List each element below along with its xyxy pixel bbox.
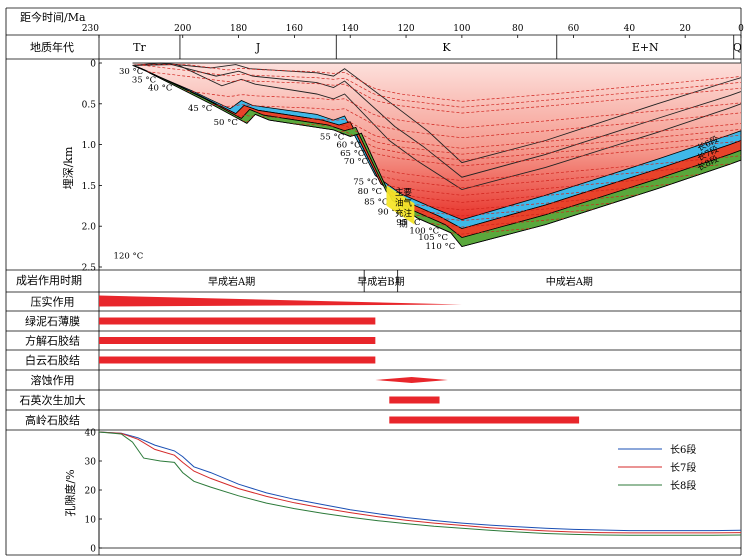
isotherm-label: 120 °C <box>114 252 144 262</box>
time-tick-label: 180 <box>230 24 247 34</box>
process-label: 方解石胶结 <box>25 334 80 348</box>
diagenesis-stages: 早成岩A期 早成岩B期 中成岩A期 <box>208 270 593 292</box>
period-label: K <box>442 41 451 54</box>
time-axis-label: 距今时间/Ma <box>20 10 86 24</box>
legend-label: 长8段 <box>670 479 696 492</box>
isotherm-line <box>132 84 741 129</box>
depth-tick-label: 2.5 <box>82 264 97 274</box>
porosity-axis-label: 孔隙度/% <box>63 469 77 516</box>
isotherm-line <box>132 64 741 108</box>
period-label: E+N <box>632 41 659 54</box>
charging-period-label: 充注 <box>395 208 413 219</box>
burial-depth-axis-label: 埋深/km <box>62 146 75 189</box>
process-bar <box>99 337 376 344</box>
depth-tick-label: 0 <box>90 60 96 70</box>
process-label: 绿泥石薄膜 <box>25 314 80 328</box>
isotherm-line <box>132 69 741 114</box>
isotherm-label: 50 °C <box>214 118 238 128</box>
isotherm-label: 45 °C <box>188 104 212 114</box>
isotherm-label: 85 °C <box>364 198 388 208</box>
period-label: J <box>255 41 260 54</box>
isotherm-label: 110 °C <box>426 242 456 252</box>
diagenesis-stage-label: 成岩作用时期 <box>16 273 82 287</box>
isotherm-label: 60 °C <box>336 141 360 151</box>
overburden-fill <box>132 63 741 220</box>
process-bar <box>99 356 376 364</box>
time-tick-label: 200 <box>174 24 191 34</box>
time-tick-label: 160 <box>286 24 303 34</box>
porosity-series-line <box>98 431 742 534</box>
isotherm-label: 55 °C <box>320 132 344 142</box>
upper-horizon-line <box>132 64 742 190</box>
porosity-series-line <box>98 431 742 532</box>
legend-label: 长6段 <box>670 443 696 456</box>
depth-tick-label: 0.5 <box>82 100 97 110</box>
process-spindle <box>375 377 448 383</box>
isotherm-label: 35 °C <box>132 75 156 85</box>
time-tick-label: 230 <box>82 24 99 34</box>
time-tick-label: 120 <box>397 24 414 34</box>
process-label: 石英次生加大 <box>20 393 86 407</box>
porosity-tick-label: 40 <box>85 429 97 439</box>
isotherm-label: 105 °C <box>418 233 448 243</box>
isotherm-label: 70 °C <box>344 157 368 167</box>
geologic-periods: Tr J K E+N Q <box>133 35 742 59</box>
charging-period-label: 期 <box>399 220 408 230</box>
isotherm-label: 75 °C <box>353 177 377 187</box>
stage-label: 中成岩A期 <box>546 275 593 288</box>
time-tick-label: 80 <box>512 24 524 34</box>
stage-label: 早成岩A期 <box>208 275 255 288</box>
process-label: 高岭石胶结 <box>25 413 80 427</box>
time-tick-label: 0 <box>738 24 744 34</box>
stage-label: 早成岩B期 <box>357 275 404 288</box>
porosity-tick-label: 0 <box>90 545 96 555</box>
process-label: 压实作用 <box>31 295 75 309</box>
process-wedge <box>99 295 462 307</box>
isotherm-label: 80 °C <box>358 187 382 197</box>
process-bar <box>389 396 440 404</box>
isotherm-label: 95 °C <box>396 218 420 228</box>
base-boundary <box>149 72 742 248</box>
porosity-tick-label: 20 <box>85 487 97 497</box>
isotherm-label: 65 °C <box>340 149 364 159</box>
time-axis-ticks: 230 200 180 160 140 120 100 80 60 40 20 0 <box>82 24 744 38</box>
time-tick-label: 140 <box>342 24 359 34</box>
isotherm-line <box>132 94 741 139</box>
time-tick-label: 100 <box>453 24 470 34</box>
process-label: 白云石胶结 <box>25 353 80 367</box>
isotherm-label: 100 °C <box>409 226 439 236</box>
legend-label: 长7段 <box>670 461 696 474</box>
period-label: Tr <box>133 41 146 54</box>
isotherm-label: 30 °C <box>119 67 143 77</box>
charging-period-box <box>386 185 415 225</box>
time-tick-label: 20 <box>679 24 691 34</box>
upper-horizon-line <box>132 62 742 164</box>
isotherm-label: 90 °C <box>378 208 402 218</box>
isotherm-line <box>132 64 741 102</box>
depth-tick-label: 1.0 <box>82 141 97 151</box>
process-bar <box>99 317 376 325</box>
charging-period-label: 主要 <box>395 187 413 198</box>
process-label: 溶蚀作用 <box>31 373 75 387</box>
depth-tick-label: 1.5 <box>82 182 97 192</box>
period-label: Q <box>733 41 742 54</box>
process-bar <box>389 416 580 424</box>
isotherm-label: 40 °C <box>148 83 172 93</box>
upper-horizon-line <box>132 63 742 178</box>
porosity-series-line <box>98 431 742 536</box>
geologic-age-label: 地质年代 <box>30 40 74 54</box>
charging-period-label: 油气 <box>395 198 413 209</box>
burial-history-panel: 0 0.5 1.0 1.5 2.0 2.5 30 °C35 °C40 °C 45 °C50 °… <box>82 60 742 274</box>
porosity-tick-label: 10 <box>85 516 97 526</box>
porosity-tick-label: 30 <box>85 458 97 468</box>
time-tick-label: 40 <box>624 24 636 34</box>
figure-frame <box>5 7 742 556</box>
time-tick-label: 60 <box>568 24 580 34</box>
depth-tick-label: 2.0 <box>82 223 97 233</box>
